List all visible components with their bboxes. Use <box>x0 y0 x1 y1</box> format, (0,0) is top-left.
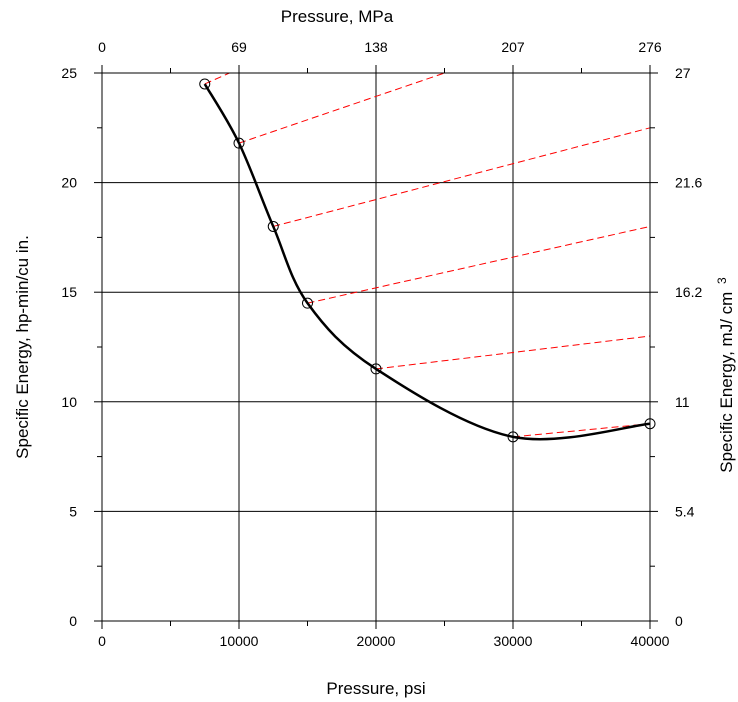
y2-axis-title: Specific Energy, mJ/ cm 3 <box>715 277 736 473</box>
y-tick-label: 10 <box>61 394 77 410</box>
y2-tick-label: 16.2 <box>675 284 702 300</box>
x2-tick-label: 69 <box>231 39 247 55</box>
x-tick-label: 30000 <box>494 633 533 649</box>
x-tick-label: 40000 <box>631 633 670 649</box>
y-tick-label: 5 <box>69 503 77 519</box>
tangent-line <box>238 72 445 144</box>
data-point <box>507 431 519 443</box>
y2-tick-label: 21.6 <box>675 175 702 191</box>
data-point <box>233 137 245 149</box>
series <box>199 78 656 443</box>
series-line <box>203 83 651 441</box>
tangent-line <box>307 225 651 304</box>
data-point <box>267 220 279 232</box>
x2-tick-label: 138 <box>364 39 388 55</box>
y2-tick-label: 27 <box>675 65 691 81</box>
y-tick-label: 15 <box>61 284 77 300</box>
tangent-line <box>273 127 651 227</box>
data-point <box>302 297 313 309</box>
axes: 0 10000 20000 30000 40000 0 69 138 207 276 0 5 10 15 2… <box>61 39 702 649</box>
tangent-line <box>512 423 651 438</box>
y2-tick-label: 5.4 <box>675 503 695 519</box>
x2-axis-title: Pressure, MPa <box>281 7 394 26</box>
grid <box>102 73 650 621</box>
data-point <box>370 363 382 375</box>
y-tick-label: 0 <box>69 613 77 629</box>
x-axis-title: Pressure, psi <box>326 679 425 698</box>
y2-tick-label: 0 <box>675 613 683 629</box>
x-tick-label: 10000 <box>220 633 259 649</box>
tangent-lines <box>204 72 651 438</box>
y2-tick-label: 11 <box>675 394 690 410</box>
data-point <box>199 78 211 90</box>
y-tick-label: 25 <box>61 65 77 81</box>
x-tick-label: 20000 <box>357 633 396 649</box>
x2-tick-label: 207 <box>501 39 525 55</box>
y2-axis-title-main: Specific Energy, mJ/ cm <box>717 292 736 473</box>
x2-tick-label: 276 <box>638 39 662 55</box>
y-tick-label: 20 <box>61 175 77 191</box>
x2-tick-label: 0 <box>98 39 106 55</box>
y2-axis-title-superscript: 3 <box>715 277 729 284</box>
x-tick-label: 0 <box>98 633 106 649</box>
tangent-line <box>204 72 230 85</box>
tangent-line <box>375 335 651 370</box>
y-axis-title: Specific Energy, hp-min/cu in. <box>13 235 32 459</box>
